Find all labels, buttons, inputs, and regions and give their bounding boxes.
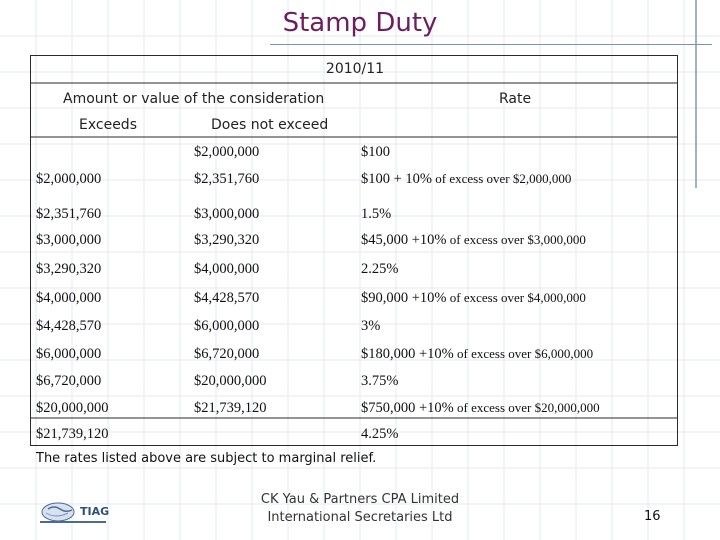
- table-cell: $750,000 +10% of excess over $20,000,000: [361, 400, 600, 417]
- table-cell: $6,000,000: [36, 346, 102, 362]
- period-header: 2010/11: [325, 61, 385, 77]
- table-cell: $21,739,120: [36, 426, 109, 442]
- table-cell: $100: [361, 144, 390, 160]
- table-cell: $4,428,570: [36, 318, 102, 334]
- not-exceed-header: Does not exceed: [211, 117, 329, 133]
- table-cell: $21,739,120: [194, 400, 267, 416]
- rate-value: $180,000 +10%: [361, 346, 454, 362]
- footer-secretaries: International Secretaries Ltd: [267, 510, 453, 525]
- rate-note: of excess over $20,000,000: [453, 400, 600, 415]
- table-cell: $100 + 10% of excess over $2,000,000: [361, 171, 571, 188]
- table-cell: $3,000,000: [36, 232, 102, 248]
- table-lines: [30, 82, 678, 419]
- table-cell: $2,351,760: [194, 171, 260, 187]
- table-cell: $3,290,320: [36, 261, 102, 277]
- table-cell: 2.25%: [361, 261, 399, 277]
- exceeds-header: Exceeds: [79, 117, 137, 133]
- rate-header: Rate: [499, 91, 532, 107]
- marginal-relief-note: The rates listed above are subject to ma…: [36, 451, 377, 466]
- table-cell: $20,000,000: [36, 400, 109, 416]
- footer-company: CK Yau & Partners CPA Limited: [260, 492, 460, 507]
- table-cell: 3%: [361, 318, 381, 334]
- page-number: 16: [644, 509, 661, 524]
- rate-note: of excess over $6,000,000: [453, 346, 594, 361]
- rate-value: $45,000 +10%: [361, 232, 447, 248]
- amount-header: Amount or value of the consideration: [63, 91, 325, 107]
- rate-note: of excess over $2,000,000: [432, 171, 572, 186]
- globe-logo-icon: [40, 502, 106, 523]
- title-underline: [270, 44, 712, 45]
- rate-value: $100 + 10%: [361, 171, 433, 187]
- table-cell: $2,000,000: [36, 171, 102, 187]
- slide-title: Stamp Duty: [282, 8, 438, 38]
- rate-note: of excess over $4,000,000: [446, 290, 586, 305]
- footer: CK Yau & Partners CPA Limited Internatio…: [230, 491, 490, 527]
- table-cell: $90,000 +10% of excess over $4,000,000: [361, 290, 586, 307]
- table-cell: $2,351,760: [36, 206, 102, 222]
- table-cell: $3,000,000: [194, 206, 260, 222]
- logo-text: TIAG: [80, 505, 110, 518]
- table-cell: $20,000,000: [194, 373, 267, 389]
- table-cell: $4,428,570: [194, 290, 260, 306]
- rate-value: $750,000 +10%: [361, 400, 454, 416]
- table-cell: 3.75%: [361, 373, 399, 389]
- table-cell: $2,000,000: [194, 144, 260, 160]
- table-cell: $6,720,000: [36, 373, 102, 389]
- table-cell: $180,000 +10% of excess over $6,000,000: [361, 346, 593, 363]
- stamp-duty-table: 2010/11 Amount or value of the considera…: [30, 55, 678, 446]
- table-cell: 4.25%: [361, 426, 399, 442]
- table-cell: $4,000,000: [194, 261, 260, 277]
- table-cell: $6,000,000: [194, 318, 260, 334]
- table-cell: $3,290,320: [194, 232, 260, 248]
- table-cell: $4,000,000: [36, 290, 102, 306]
- table-cell: $6,720,000: [194, 346, 260, 362]
- rate-value: $90,000 +10%: [361, 290, 447, 306]
- rate-note: of excess over $3,000,000: [446, 232, 586, 247]
- tiag-logo: TIAG: [38, 497, 118, 527]
- table-cell: 1.5%: [361, 206, 392, 222]
- table-cell: $45,000 +10% of excess over $3,000,000: [361, 232, 586, 249]
